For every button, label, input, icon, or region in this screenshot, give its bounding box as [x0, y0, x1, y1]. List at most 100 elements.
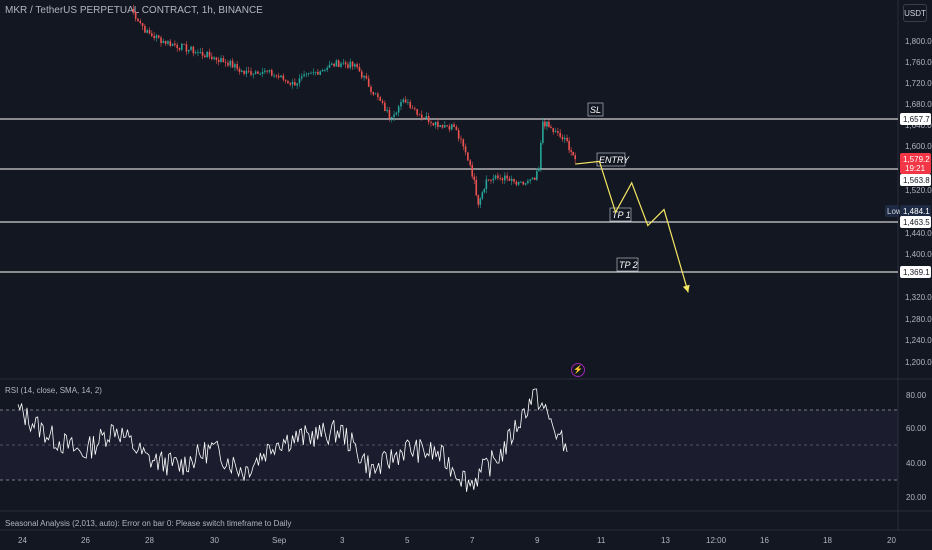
candle-body: [542, 121, 544, 143]
candle-body: [162, 41, 165, 44]
projection-path[interactable]: [575, 160, 689, 293]
candle-body: [540, 142, 542, 169]
candle-body: [164, 41, 167, 44]
candle-body: [231, 60, 234, 68]
candle-body: [340, 63, 342, 67]
rsi-indicator-label[interactable]: RSI (14, close, SMA, 14, 2): [5, 386, 102, 395]
candle-body: [477, 195, 480, 205]
candle-body: [160, 37, 162, 44]
candle-body: [377, 93, 379, 98]
candle-body: [501, 178, 504, 181]
candle-body: [312, 72, 315, 74]
candle-body: [534, 177, 536, 180]
tp2-label-text: TP 2: [619, 260, 638, 270]
candle-body: [544, 121, 546, 127]
candle-body: [568, 140, 570, 151]
candle-body: [238, 68, 241, 73]
candle-body: [296, 83, 298, 86]
candle-body: [335, 60, 338, 67]
time-axis-label: Sep: [272, 536, 287, 545]
candle-body: [517, 181, 520, 185]
candle-body: [328, 64, 331, 68]
candle-body: [395, 112, 398, 115]
candle-body: [367, 78, 370, 87]
seasonal-analysis-message: Seasonal Analysis (2,013, auto): Error o…: [5, 519, 292, 528]
candle-body: [559, 132, 561, 137]
candle-body: [552, 128, 555, 132]
time-axis-label: 9: [535, 536, 540, 545]
candle-body: [425, 116, 428, 119]
candle-body: [490, 180, 492, 181]
candle-body: [416, 109, 418, 115]
candle-body: [550, 126, 552, 129]
candle-body: [437, 121, 439, 128]
tp2-label[interactable]: TP 2: [616, 257, 639, 272]
candle-body: [157, 35, 160, 38]
candle-body: [388, 109, 391, 119]
candle-body: [254, 71, 257, 74]
candle-body: [291, 81, 294, 85]
candle-body: [273, 75, 275, 77]
candle-body: [234, 64, 236, 68]
sl-label[interactable]: SL: [587, 102, 604, 117]
candle-body: [326, 67, 328, 70]
candle-body: [400, 101, 402, 107]
price-axis-label: 1,200.0: [905, 358, 932, 367]
time-axis-label: 13: [661, 536, 670, 545]
currency-button[interactable]: USDT: [903, 4, 927, 22]
time-axis-label: 18: [823, 536, 832, 545]
time-axis-label: 20: [887, 536, 896, 545]
candle-body: [190, 46, 192, 50]
candle-body: [300, 76, 303, 79]
candle-body: [446, 125, 448, 127]
candle-body: [349, 61, 352, 68]
candle-body: [270, 70, 273, 76]
candle-body: [324, 69, 326, 71]
candle-body: [146, 30, 148, 33]
tp1-label[interactable]: TP 1: [609, 207, 632, 222]
candle-body: [439, 125, 442, 128]
candle-body: [178, 48, 181, 50]
time-axis-label: 30: [210, 536, 219, 545]
candle-body: [201, 51, 204, 56]
candle-body: [572, 151, 574, 156]
candle-body: [229, 60, 232, 66]
candle-body: [462, 139, 465, 147]
price-axis-label: 1,640.0: [905, 121, 932, 130]
candle-body: [455, 126, 458, 131]
candle-body: [187, 49, 190, 52]
candle-body: [448, 126, 451, 130]
candle-body: [520, 181, 522, 183]
candle-body: [566, 137, 568, 141]
candle-body: [354, 64, 356, 67]
candle-body: [181, 43, 183, 50]
candle-body: [414, 108, 416, 110]
candle-body: [141, 23, 144, 27]
candle-body: [538, 168, 540, 172]
candle-body: [236, 64, 238, 69]
candle-body: [321, 69, 324, 72]
candle-body: [393, 114, 395, 118]
bolt-icon[interactable]: ⚡: [571, 363, 585, 377]
time-axis-label: 28: [145, 536, 154, 545]
sl-price-tag: 1,657.7: [900, 113, 931, 125]
candle-body: [144, 26, 146, 33]
candle-body: [536, 171, 538, 180]
candle-body: [423, 117, 425, 119]
candle-body: [213, 57, 215, 60]
candle-body: [167, 41, 169, 44]
last-price-text: 1,579.2: [903, 155, 930, 164]
candle-body: [153, 35, 155, 39]
low-value-text: 1,484.1: [903, 207, 930, 216]
candle-body: [169, 41, 172, 46]
candle-body: [199, 51, 202, 53]
entry-label[interactable]: ENTRY: [596, 152, 630, 167]
candle-body: [360, 71, 363, 78]
candle-body: [245, 70, 248, 74]
price-axis-label: 1,280.0: [905, 315, 932, 324]
candle-body: [453, 124, 455, 127]
candle-body: [317, 71, 319, 75]
candle-body: [432, 122, 435, 126]
candle-body: [289, 83, 292, 85]
